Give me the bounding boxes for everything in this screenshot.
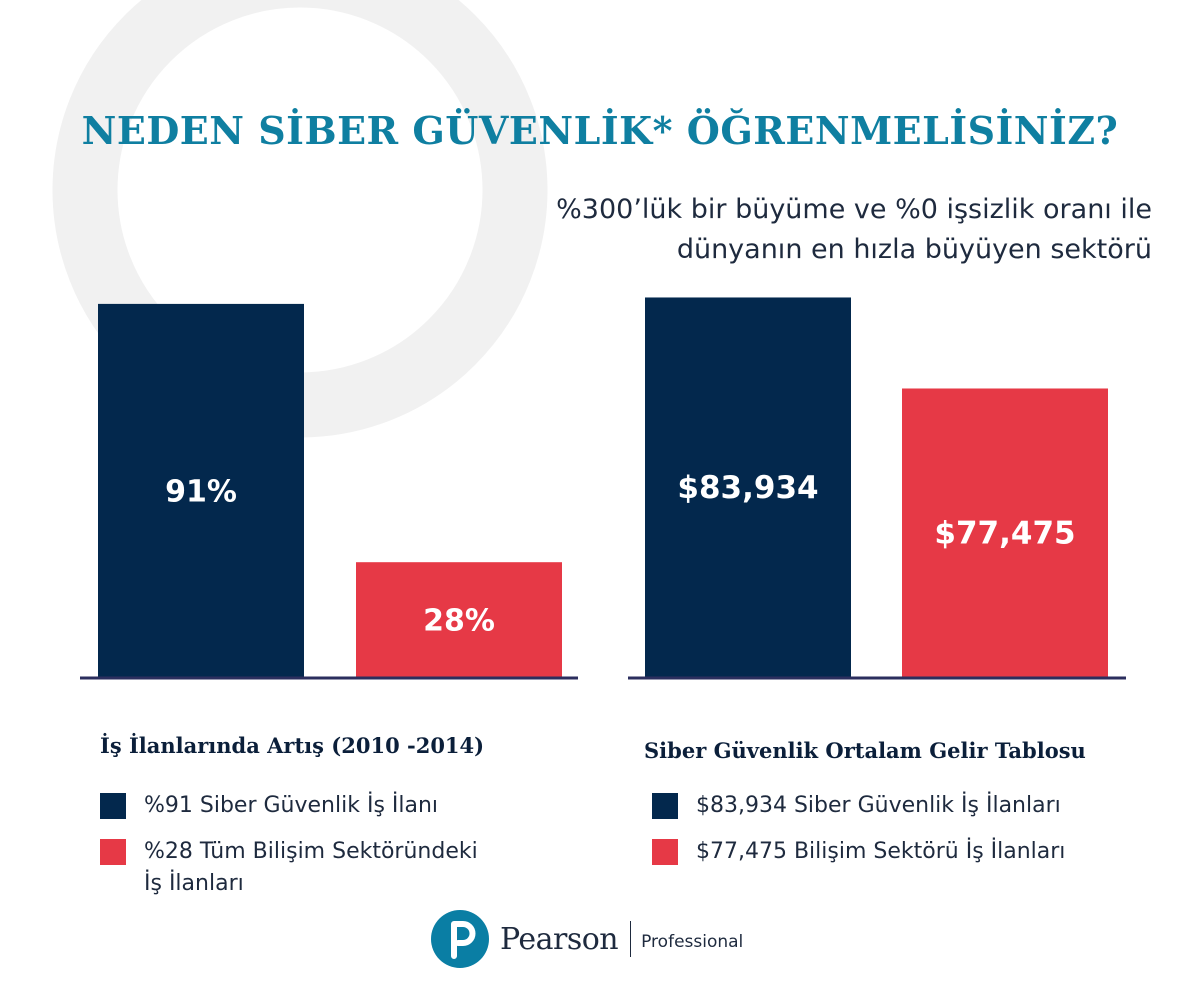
legend-item: $83,934 Siber Güvenlik İş İlanları bbox=[652, 790, 1065, 822]
bar-value-label: 91% bbox=[165, 474, 237, 509]
brand-separator bbox=[630, 921, 632, 957]
subtitle-line-1: %300’lük bir büyüme ve %0 işsizlik oranı… bbox=[556, 194, 1152, 225]
legend-item: $77,475 Bilişim Sektörü İş İlanları bbox=[652, 836, 1065, 868]
legend-label: $83,934 Siber Güvenlik İş İlanları bbox=[696, 793, 1061, 818]
brand-subtitle: Professional bbox=[641, 932, 744, 952]
chart-title-job-postings: İş İlanlarında Artış (2010 -2014) bbox=[100, 733, 485, 758]
legend-label: $77,475 Bilişim Sektörü İş İlanları bbox=[696, 839, 1066, 864]
chart-job-postings: 91% 28% bbox=[80, 303, 578, 680]
legend-swatch-red bbox=[652, 839, 678, 865]
chart-title-average-income: Siber Güvenlik Ortalam Gelir Tablosu bbox=[644, 738, 1086, 763]
bar-value-label: $83,934 bbox=[677, 470, 818, 506]
brand-name: Pearson bbox=[500, 921, 619, 957]
legend-swatch-red bbox=[100, 839, 126, 865]
legend-swatch-navy bbox=[652, 793, 678, 819]
pearson-p-icon bbox=[431, 910, 489, 968]
bar-it-sector bbox=[902, 388, 1108, 677]
bar-value-label: $77,475 bbox=[934, 516, 1075, 552]
legend-item: %91 Siber Güvenlik İş İlanı bbox=[100, 790, 478, 822]
bar-cybersecurity bbox=[98, 303, 304, 677]
bar-it-sector bbox=[356, 562, 562, 677]
legend-swatch-navy bbox=[100, 793, 126, 819]
subtitle-line-2: dünyanın en hızla büyüyen sektörü bbox=[676, 234, 1152, 265]
page-subtitle: %300’lük bir büyüme ve %0 işsizlik oranı… bbox=[392, 190, 1152, 270]
bar-value-label: 28% bbox=[423, 604, 495, 639]
legend-label: %91 Siber Güvenlik İş İlanı bbox=[144, 793, 439, 818]
bar-cybersecurity bbox=[645, 297, 851, 677]
legend-job-postings: %91 Siber Güvenlik İş İlanı %28 Tüm Bili… bbox=[100, 790, 478, 914]
legend-average-income: $83,934 Siber Güvenlik İş İlanları $77,4… bbox=[652, 790, 1065, 882]
page-title: NEDEN SİBER GÜVENLİK* ÖĞRENMELİSİNİZ? bbox=[81, 108, 1119, 153]
legend-label: %28 Tüm Bilişim Sektöründeki İş İlanları bbox=[144, 839, 478, 896]
brand-footer: Pearson Professional bbox=[430, 908, 743, 970]
chart-average-income: $83,934 $77,475 bbox=[628, 297, 1126, 680]
legend-item: %28 Tüm Bilişim Sektöründeki İş İlanları bbox=[100, 836, 478, 900]
